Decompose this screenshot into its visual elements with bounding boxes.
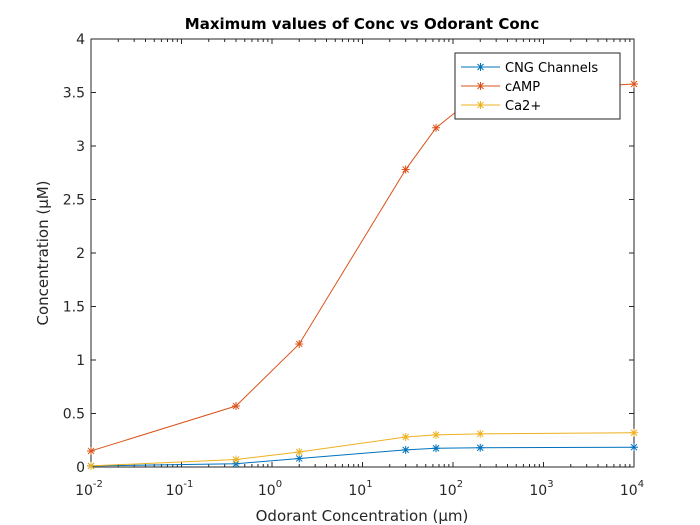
data-point-camp (432, 123, 441, 132)
x-tick-label: 101 (348, 479, 372, 499)
data-point-cng-channels (295, 454, 304, 463)
x-tick-label: 100 (258, 479, 282, 499)
x-tick-exponent: 4 (638, 479, 644, 490)
x-tick-base: 10 (529, 483, 547, 499)
y-tick-label: 3.5 (63, 86, 85, 102)
x-tick-base: 10 (75, 483, 93, 499)
y-tick-labels: 0 0.5 1 1.5 2 2.5 3 3.5 4 (63, 32, 85, 476)
y-tick-label: 2.5 (63, 193, 85, 209)
legend-items: CNG Channels cAMP Ca2+ (461, 61, 598, 114)
legend-item-camp: cAMP (461, 80, 540, 95)
data-point-camp (401, 165, 410, 174)
x-tick-base: 10 (620, 483, 638, 499)
y-tick-label: 0 (76, 460, 85, 476)
data-point-ca2 (231, 455, 240, 464)
x-tick-label: 102 (439, 479, 463, 499)
data-point-ca2 (432, 430, 441, 439)
data-point-cng-channels (630, 443, 638, 452)
data-point-cng-channels (401, 445, 410, 454)
legend-marker-cng-channels (476, 63, 485, 71)
data-point-camp (87, 446, 95, 455)
x-tick-exponent: -1 (183, 479, 193, 490)
legend-item-cng-channels: CNG Channels (461, 61, 598, 76)
chart-title: Maximum values of Conc vs Odorant Conc (185, 15, 539, 33)
y-tick-label: 2 (76, 246, 85, 262)
x-tick-label: 10-2 (75, 479, 103, 499)
data-point-ca2 (476, 429, 485, 438)
x-tick-exponent: 3 (547, 479, 553, 490)
data-point-cng-channels (432, 444, 441, 453)
y-tick-label: 1.5 (63, 300, 85, 316)
legend-label-camp: cAMP (505, 80, 540, 95)
y-tick-label: 1 (76, 353, 85, 369)
x-tick-labels: 10-2 10-1 100 101 102 103 104 (75, 479, 644, 499)
y-tick-label: 3 (76, 139, 85, 155)
y-tick-label: 0.5 (63, 407, 85, 423)
x-tick-exponent: 1 (366, 479, 372, 490)
x-tick-exponent: 0 (276, 479, 282, 490)
data-point-ca2 (401, 433, 410, 442)
legend: CNG Channels cAMP Ca2+ (454, 52, 621, 120)
x-tick-label: 104 (620, 479, 644, 499)
x-tick-exponent: -2 (93, 479, 103, 490)
legend-item-ca2: Ca2+ (461, 99, 541, 114)
data-point-ca2 (630, 428, 638, 437)
y-axis-label: Concentration (μM) (34, 180, 52, 325)
data-point-ca2 (87, 461, 95, 470)
axis-ticks (90, 38, 635, 468)
x-tick-base: 10 (439, 483, 457, 499)
legend-marker-ca2 (476, 101, 485, 109)
x-tick-base: 10 (166, 483, 184, 499)
legend-label-ca2: Ca2+ (505, 99, 541, 114)
data-point-camp (295, 339, 304, 348)
series-ca2 (87, 428, 638, 470)
data-point-camp (231, 402, 240, 411)
data-point-cng-channels (231, 459, 240, 468)
x-tick-base: 10 (348, 483, 366, 499)
data-point-cng-channels (476, 443, 485, 452)
data-point-ca2 (295, 448, 304, 457)
data-point-camp (630, 79, 638, 88)
x-tick-label: 103 (529, 479, 553, 499)
x-tick-exponent: 2 (457, 479, 463, 490)
x-tick-base: 10 (258, 483, 276, 499)
legend-marker-camp (476, 82, 485, 90)
x-tick-label: 10-1 (166, 479, 194, 499)
x-axis-label: Odorant Concentration (μm) (256, 507, 469, 525)
y-tick-label: 4 (76, 32, 85, 48)
legend-label-cng-channels: CNG Channels (505, 61, 598, 76)
